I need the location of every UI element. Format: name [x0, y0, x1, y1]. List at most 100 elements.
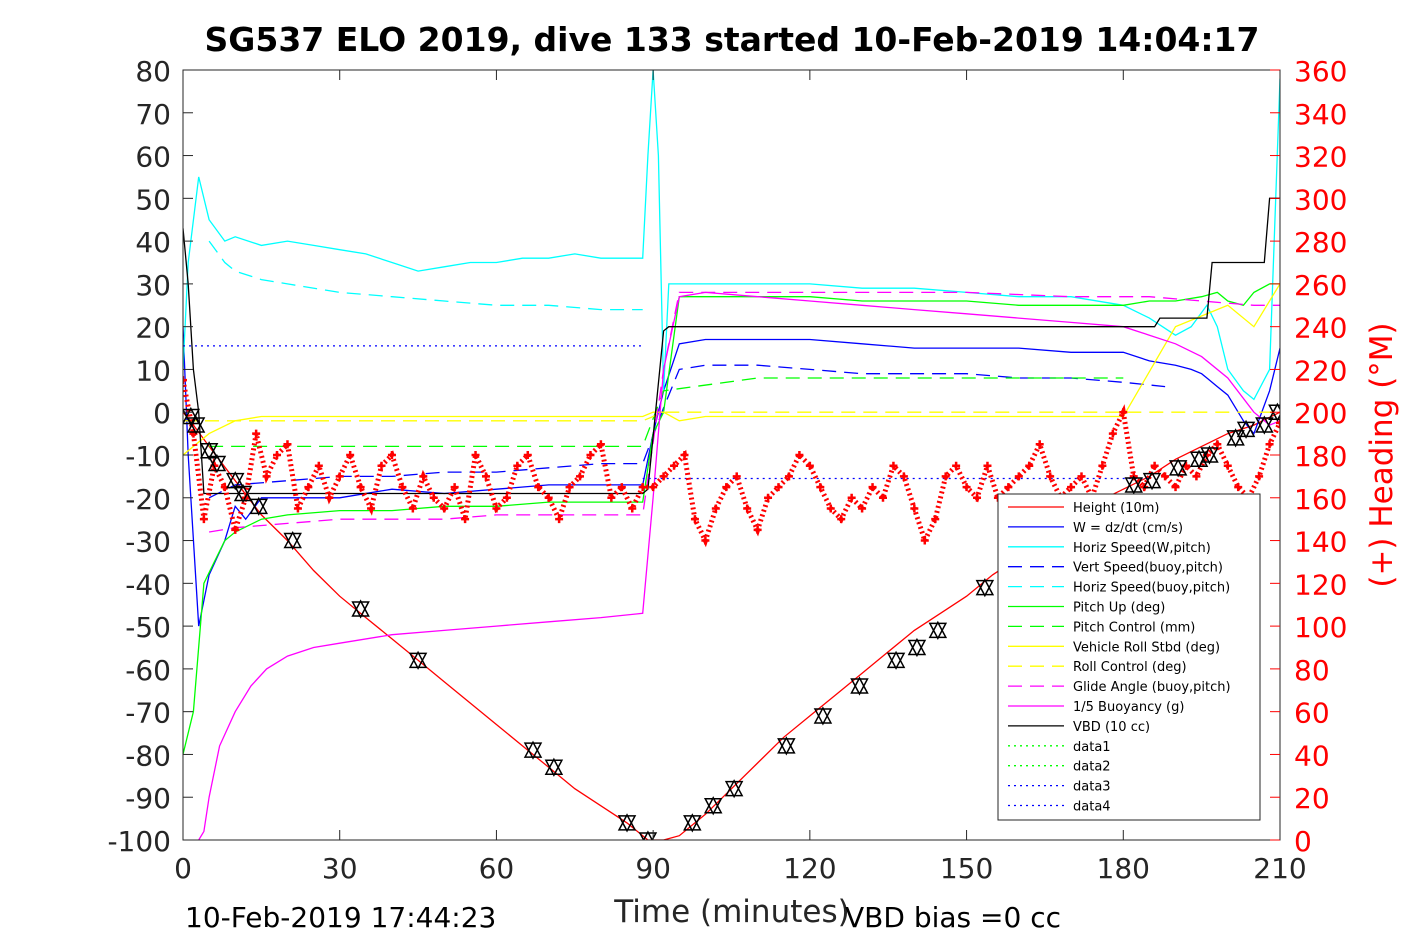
left-tick-label: 10 [135, 354, 171, 387]
heading-point [1213, 440, 1222, 449]
heading-point [231, 525, 240, 534]
heading-point [1150, 461, 1159, 470]
vbd-marker-down [186, 417, 206, 435]
right-tick-label: 180 [1294, 440, 1347, 473]
heading-point [199, 515, 208, 524]
heading-point [367, 504, 376, 513]
heading-point [398, 483, 407, 492]
legend-entry: Vert Speed(buoy,pitch) [1073, 561, 1223, 576]
vbd-marker-down [777, 738, 796, 756]
series-line-3 [208, 364, 1166, 499]
vbd-marker-up [907, 637, 927, 656]
series-line-6 [209, 377, 1124, 448]
vbd-marker-down [233, 485, 253, 504]
vbd-marker-down [1168, 460, 1188, 478]
legend-entry: VBD (10 cc) [1073, 720, 1150, 735]
heading-point [732, 472, 741, 481]
heading-point [252, 429, 261, 438]
heading-point [847, 493, 856, 502]
legend-entry: Roll Control (deg) [1073, 660, 1187, 675]
heading-point [346, 451, 355, 459]
heading-point [555, 515, 564, 524]
series-line-11 [183, 197, 1280, 495]
heading-point [659, 472, 668, 481]
heading-point [1234, 483, 1243, 492]
heading-point [690, 515, 699, 524]
legend-entry: data3 [1073, 780, 1111, 795]
x-tick-label: 210 [1253, 852, 1306, 885]
vbd-marker-down [975, 579, 995, 598]
left-tick-label: -50 [125, 611, 171, 644]
vbd-marker-up [1226, 428, 1245, 446]
legend-entry: data1 [1073, 740, 1111, 755]
heading-point [262, 472, 271, 481]
vbd-marker-down [1142, 472, 1162, 491]
right-tick-label: 200 [1294, 397, 1347, 430]
x-axis-label: Time (minutes) [613, 894, 849, 930]
heading-point [784, 472, 793, 481]
series-line-2 [183, 70, 1280, 401]
heading-point [387, 451, 396, 459]
vbd-marker-down [225, 472, 245, 491]
heading-point [1119, 408, 1128, 417]
heading-point [565, 483, 574, 492]
heading-point [899, 472, 908, 481]
heading-point [513, 461, 522, 470]
series-line-5 [183, 283, 1280, 755]
heading-point [701, 536, 710, 545]
heading-point [1098, 461, 1107, 470]
vbd-marker-down [638, 832, 658, 840]
heading-point [764, 493, 773, 502]
heading-point [1004, 483, 1013, 492]
heading-point [680, 451, 689, 459]
heading-point [753, 525, 762, 534]
right-tick-label: 360 [1294, 55, 1347, 88]
right-tick-label: 140 [1294, 526, 1347, 559]
left-axis: -100-90-80-70-60-50-40-30-20-10010203040… [107, 55, 193, 858]
heading-point [502, 493, 511, 502]
right-axis-label: (+) Heading (°M) [1364, 322, 1400, 587]
heading-point [795, 451, 804, 459]
vbd-marker-down [1236, 421, 1256, 439]
legend-entry: Vehicle Roll Stbd (deg) [1073, 640, 1220, 655]
footer-timestamp: 10-Feb-2019 17:44:23 [185, 901, 496, 934]
heading-point [576, 472, 585, 481]
vbd-marker-down [1226, 430, 1245, 448]
vbd-marker-down [683, 815, 702, 833]
series-line-4 [208, 240, 643, 311]
legend-entry: W = dz/dt (cm/s) [1073, 521, 1183, 536]
legend-box [997, 493, 1261, 821]
vbd-marker-up [928, 620, 948, 639]
right-tick-label: 160 [1294, 483, 1347, 516]
vbd-marker-down [1255, 417, 1274, 435]
heading-point [628, 504, 637, 513]
left-tick-label: 60 [135, 141, 171, 174]
heading-point [1161, 472, 1170, 481]
plot-marks [183, 70, 1280, 840]
right-tick-label: 300 [1294, 183, 1347, 216]
x-tick-label: 0 [174, 852, 192, 885]
legend-entry: Horiz Speed(W,pitch) [1073, 541, 1211, 556]
legend-entry: 1/5 Buoyancy (g) [1073, 700, 1184, 715]
heading-point [638, 483, 647, 492]
heading-point [826, 504, 835, 513]
heading-point [1025, 461, 1034, 470]
heading-point [1077, 472, 1086, 481]
heading-point [283, 440, 292, 449]
series-line-8 [183, 411, 1280, 422]
heading-point [910, 504, 919, 513]
left-tick-label: -60 [125, 654, 171, 687]
x-tick-label: 60 [479, 852, 515, 885]
heading-point [304, 483, 313, 492]
x-tick-label: 180 [1097, 852, 1150, 885]
heading-point [1192, 472, 1201, 481]
heading-point [450, 483, 459, 492]
right-tick-label: 220 [1294, 354, 1347, 387]
heading-point [1171, 483, 1180, 492]
vbd-marker-down [1200, 447, 1219, 465]
heading-point [408, 504, 417, 513]
footer-vbd-bias: VBD bias =0 cc [845, 901, 1061, 934]
heading-point [878, 493, 887, 502]
vbd-marker-down [199, 442, 219, 461]
